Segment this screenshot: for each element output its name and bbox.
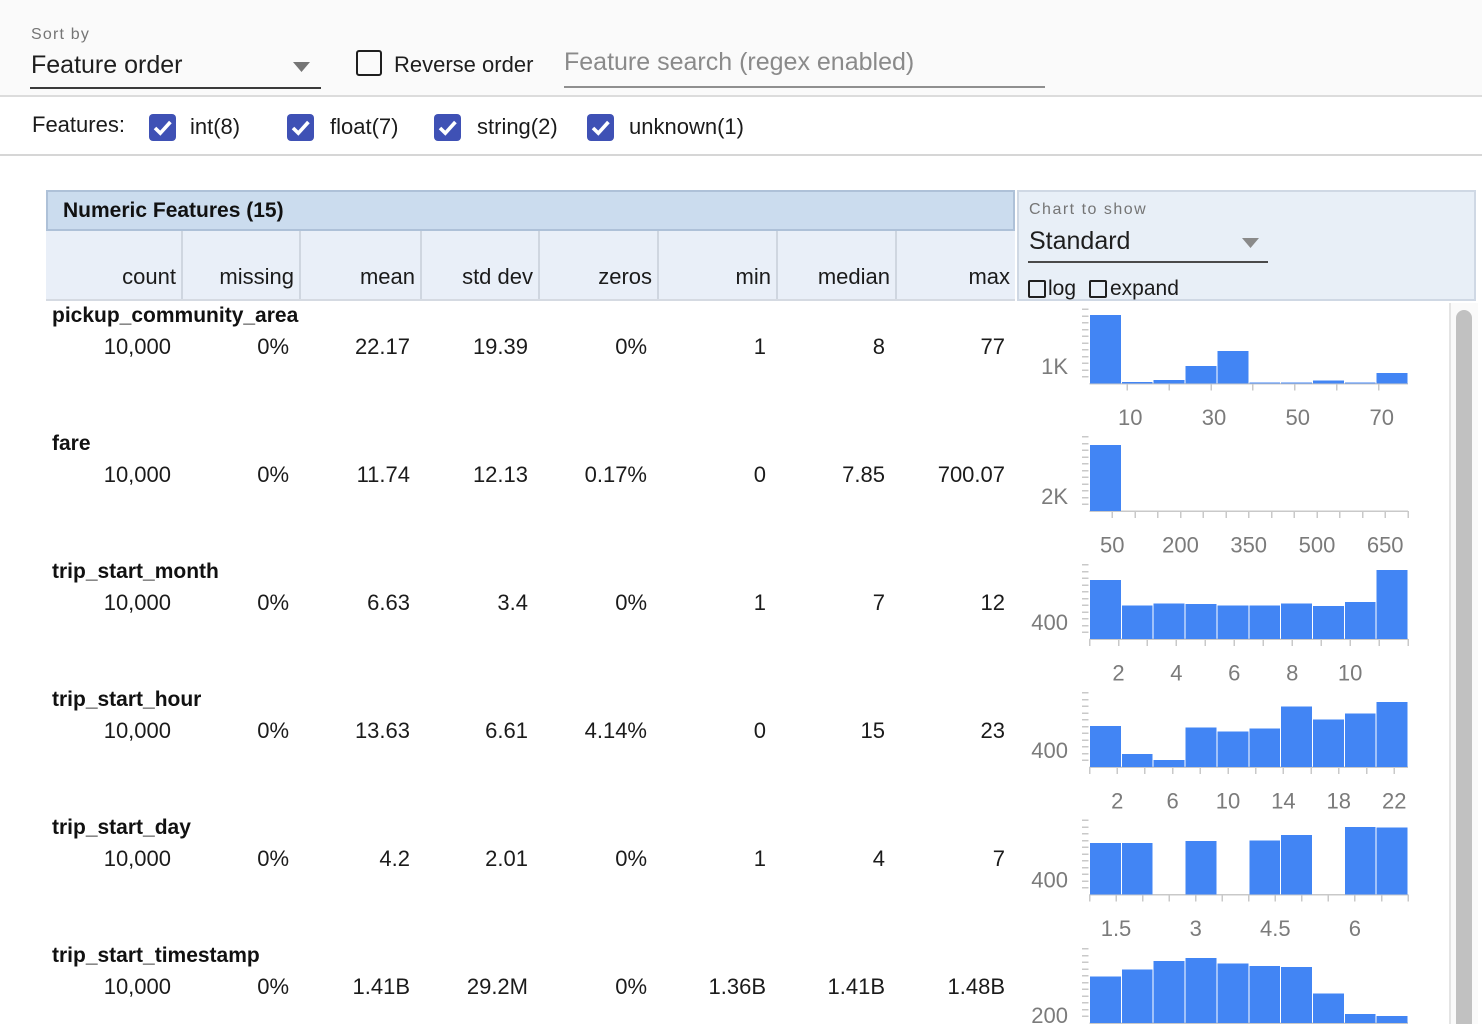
svg-text:10: 10 xyxy=(1118,405,1142,430)
svg-text:22: 22 xyxy=(1382,789,1406,814)
svg-text:200: 200 xyxy=(1162,533,1199,558)
svg-text:350: 350 xyxy=(1230,533,1267,558)
svg-text:4.5: 4.5 xyxy=(1260,916,1291,941)
svg-text:50: 50 xyxy=(1286,405,1310,430)
svg-text:400: 400 xyxy=(1031,610,1068,635)
svg-text:6: 6 xyxy=(1166,789,1178,814)
svg-text:6: 6 xyxy=(1349,916,1361,941)
svg-text:30: 30 xyxy=(1202,405,1226,430)
svg-text:1K: 1K xyxy=(1041,354,1068,379)
svg-text:14: 14 xyxy=(1271,789,1295,814)
svg-text:1.5: 1.5 xyxy=(1101,916,1132,941)
svg-text:70: 70 xyxy=(1369,405,1393,430)
svg-text:2: 2 xyxy=(1112,661,1124,686)
svg-text:8: 8 xyxy=(1286,661,1298,686)
svg-text:2: 2 xyxy=(1111,789,1123,814)
svg-text:10: 10 xyxy=(1216,789,1240,814)
svg-text:50: 50 xyxy=(1100,533,1124,558)
svg-text:500: 500 xyxy=(1299,533,1336,558)
svg-text:650: 650 xyxy=(1367,533,1404,558)
svg-text:3: 3 xyxy=(1190,916,1202,941)
svg-text:200: 200 xyxy=(1031,1003,1068,1024)
svg-text:400: 400 xyxy=(1031,738,1068,763)
svg-text:400: 400 xyxy=(1031,867,1068,892)
svg-text:6: 6 xyxy=(1228,661,1240,686)
svg-text:10: 10 xyxy=(1338,661,1362,686)
svg-text:18: 18 xyxy=(1327,789,1351,814)
svg-text:2K: 2K xyxy=(1041,484,1068,509)
svg-text:4: 4 xyxy=(1170,661,1182,686)
